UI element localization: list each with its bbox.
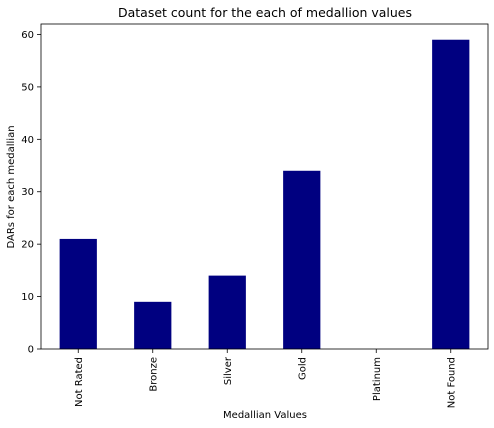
y-tick-label: 30 [21,187,34,198]
y-axis-ticks: 0 10 20 30 40 50 60 [21,30,41,356]
x-tick-label: Silver [223,356,234,385]
y-tick-label: 10 [21,292,34,303]
bars-group [60,40,470,349]
x-tick-label: Platinum [372,357,383,401]
y-tick-label: 60 [21,30,34,41]
plot-frame [41,24,488,349]
chart-title: Dataset count for the each of medallion … [118,5,412,20]
bar-not-found [432,40,469,349]
y-tick-label: 0 [28,345,34,356]
y-axis-label: DARs for each medallian [6,125,17,248]
x-tick-label: Not Rated [74,357,85,407]
x-tick-label: Gold [297,357,308,380]
y-tick-label: 40 [21,135,34,146]
x-axis-ticks: Not Rated Bronze Silver Gold Platinum Not Fou… [74,349,458,408]
bar-not-rated [60,239,97,349]
x-axis-label: Medallian Values [223,410,307,421]
y-tick-label: 20 [21,240,34,251]
x-tick-label: Not Found [446,357,457,408]
bar-bronze [134,302,171,349]
bar-gold [283,171,320,349]
y-tick-label: 50 [21,82,34,93]
x-tick-label: Bronze [148,357,159,392]
bar-silver [209,276,246,349]
